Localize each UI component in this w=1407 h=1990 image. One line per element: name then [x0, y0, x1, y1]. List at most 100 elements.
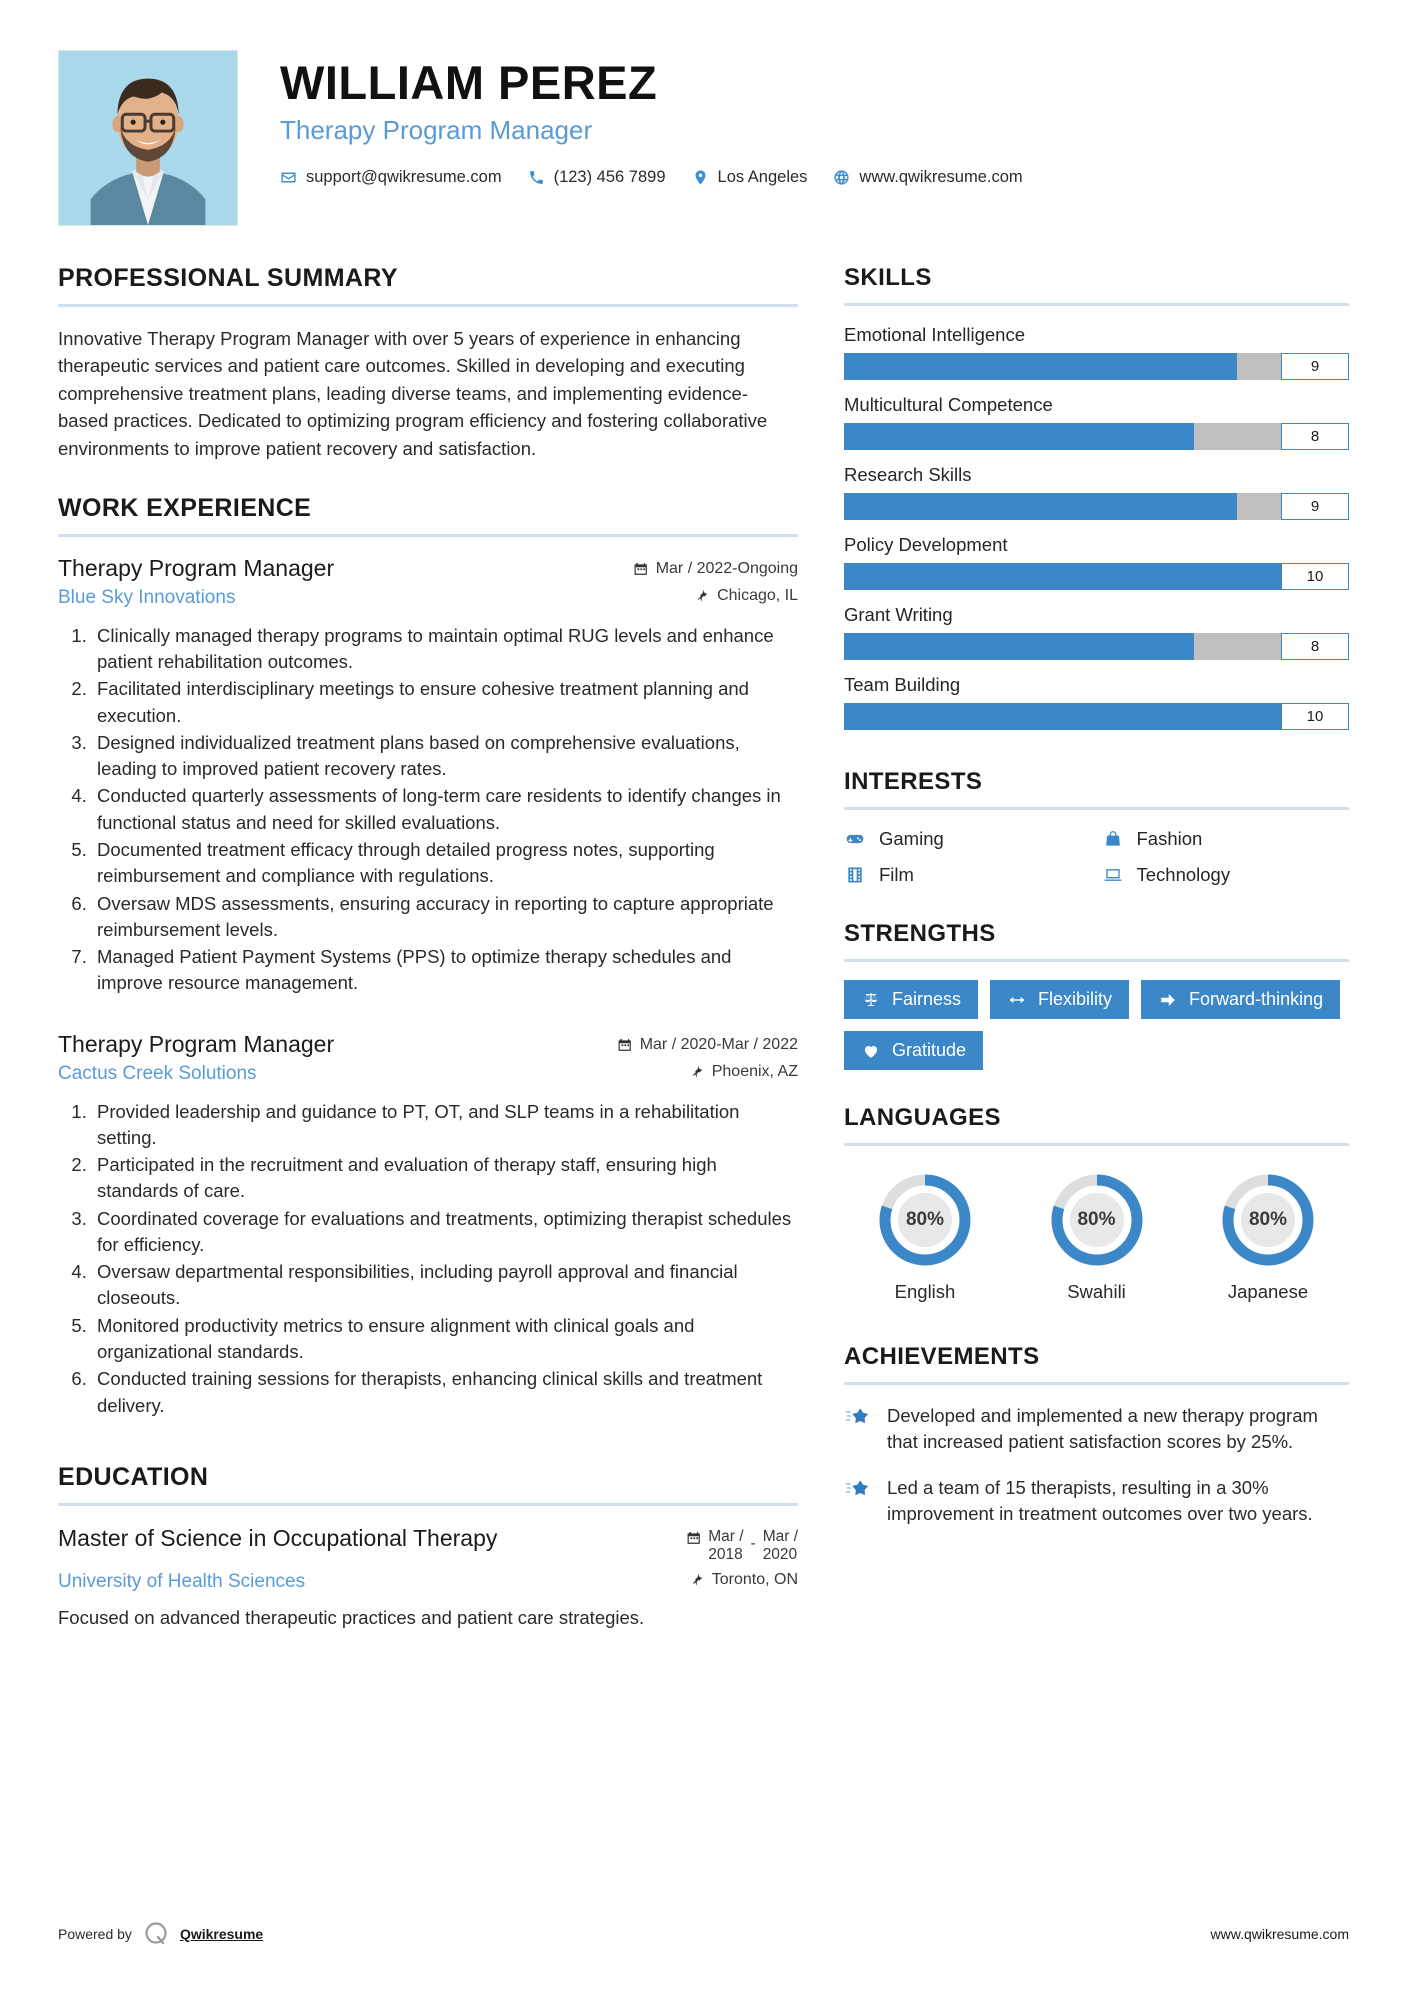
section-divider — [844, 1382, 1349, 1385]
job-location-text: Phoenix, AZ — [711, 1062, 798, 1080]
left-column: PROFESSIONAL SUMMARY Innovative Therapy … — [58, 264, 798, 1664]
skill-fill — [844, 423, 1194, 450]
job-role: Therapy Program Manager — [58, 554, 335, 581]
languages-list: 80% English 80% Swa — [844, 1164, 1349, 1303]
strength-label: Gratitude — [892, 1040, 967, 1060]
contact-phone[interactable]: (123) 456 7899 — [528, 168, 666, 187]
contact-email[interactable]: support@qwikresume.com — [280, 168, 502, 187]
star-badge-icon — [844, 1403, 872, 1429]
job-bullet-list: Clinically managed therapy programs to m… — [92, 623, 798, 997]
skill-bar-row: 8 — [844, 423, 1349, 450]
section-divider — [58, 533, 798, 537]
section-title-strengths: STRENGTHS — [844, 920, 996, 947]
strength-chip: Fairness — [844, 980, 979, 1019]
powered-by-label: Powered by — [58, 1926, 132, 1942]
language-name: Swahili — [1067, 1281, 1126, 1302]
contact-phone-text: (123) 456 7899 — [553, 168, 666, 187]
arrow-right-icon — [1158, 991, 1178, 1009]
skill-item: Research Skills 9 — [844, 464, 1349, 520]
job-bullet: Monitored productivity metrics to ensure… — [92, 1313, 798, 1366]
education-date-end-month: Mar / — [762, 1527, 798, 1545]
section-title-achievements: ACHIEVEMENTS — [844, 1343, 1040, 1370]
section-interests: INTERESTS Gaming Fashion — [844, 768, 1349, 886]
header-text-block: WILLIAM PEREZ Therapy Program Manager su… — [280, 50, 1347, 187]
work-experience-entry: Therapy Program Manager Mar / 2022-Ongoi… — [58, 555, 798, 997]
arrows-horizontal-icon — [1007, 991, 1027, 1009]
language-name: English — [894, 1281, 956, 1302]
interest-label: Gaming — [879, 828, 944, 849]
skill-value: 9 — [1281, 493, 1349, 520]
globe-icon — [833, 169, 850, 186]
job-bullet: Provided leadership and guidance to PT, … — [92, 1099, 798, 1152]
section-divider — [844, 303, 1349, 306]
contact-location-text: Los Angeles — [717, 168, 808, 187]
qwikresume-brand-link[interactable]: Qwikresume — [179, 1926, 264, 1942]
education-header: Master of Science in Occupational Therap… — [58, 1524, 798, 1565]
skill-bar-row: 10 — [844, 703, 1349, 730]
interest-item: Film — [844, 864, 1092, 886]
strength-label: Forward-thinking — [1189, 989, 1324, 1009]
section-professional-summary: PROFESSIONAL SUMMARY Innovative Therapy … — [58, 264, 798, 462]
pushpin-icon — [690, 1573, 704, 1587]
skill-track — [844, 703, 1281, 730]
job-company: Blue Sky Innovations — [58, 586, 236, 608]
language-percent: 80% — [1077, 1209, 1116, 1230]
skill-fill — [844, 563, 1281, 590]
education-date-start: Mar / 2018 — [708, 1528, 743, 1565]
footer-website[interactable]: www.qwikresume.com — [1210, 1926, 1349, 1942]
section-divider — [844, 959, 1349, 962]
job-subheader: Cactus Creek Solutions Phoenix, AZ — [58, 1063, 798, 1085]
job-bullet: Conducted training sessions for therapis… — [92, 1366, 798, 1419]
resume-header: WILLIAM PEREZ Therapy Program Manager su… — [0, 0, 1407, 226]
strength-chip: Flexibility — [990, 980, 1130, 1019]
job-bullet: Coordinated coverage for evaluations and… — [92, 1206, 798, 1259]
interest-label: Film — [879, 864, 914, 885]
skill-fill — [844, 703, 1281, 730]
education-dates: Mar / 2018 - Mar / 2020 — [687, 1524, 798, 1565]
job-dates: Mar / 2020-Mar / 2022 — [618, 1036, 798, 1054]
skill-name: Team Building — [844, 674, 961, 695]
section-divider — [844, 807, 1349, 810]
job-subheader: Blue Sky Innovations Chicago, IL — [58, 587, 798, 609]
qwikresume-logo-icon — [142, 1920, 170, 1948]
skill-track — [844, 493, 1281, 520]
language-item: 80% Japanese — [1193, 1170, 1343, 1303]
skill-name: Research Skills — [844, 464, 972, 485]
job-dates-text: Mar / 2022-Ongoing — [655, 559, 798, 577]
interest-item: Technology — [1102, 864, 1350, 886]
contact-email-text: support@qwikresume.com — [306, 168, 502, 187]
skill-track — [844, 633, 1281, 660]
heart-icon — [861, 1042, 881, 1060]
skill-value: 9 — [1281, 353, 1349, 380]
strength-chip: Forward-thinking — [1141, 980, 1341, 1019]
section-languages: LANGUAGES 80% English — [844, 1104, 1349, 1303]
job-bullet: Participated in the recruitment and eval… — [92, 1152, 798, 1205]
section-divider — [58, 304, 798, 307]
profile-photo — [58, 50, 238, 226]
skill-name: Emotional Intelligence — [844, 324, 1025, 345]
skill-bar-row: 9 — [844, 493, 1349, 520]
language-name: Japanese — [1227, 1281, 1309, 1302]
skill-value: 10 — [1281, 563, 1349, 590]
contact-row: support@qwikresume.com (123) 456 7899 Lo… — [280, 168, 1347, 187]
achievement-item: Led a team of 15 therapists, resulting i… — [844, 1475, 1349, 1527]
pushpin-icon — [695, 589, 709, 603]
scales-icon — [861, 991, 881, 1009]
skill-bar-row: 10 — [844, 563, 1349, 590]
skill-bar-row: 8 — [844, 633, 1349, 660]
contact-website[interactable]: www.qwikresume.com — [833, 168, 1023, 187]
contact-location: Los Angeles — [692, 168, 808, 187]
pushpin-icon — [690, 1065, 704, 1079]
education-degree: Master of Science in Occupational Therap… — [58, 1524, 498, 1551]
education-date-end: Mar / 2020 — [763, 1528, 798, 1565]
strength-chip: Gratitude — [844, 1031, 984, 1070]
interest-label: Technology — [1136, 864, 1231, 885]
job-bullet: Oversaw MDS assessments, ensuring accura… — [92, 891, 798, 944]
skill-item: Grant Writing 8 — [844, 604, 1349, 660]
education-date-end-year: 2020 — [762, 1546, 798, 1564]
section-title-professional-summary: PROFESSIONAL SUMMARY — [58, 264, 398, 292]
skill-track — [844, 423, 1281, 450]
section-divider — [844, 1143, 1349, 1146]
skill-bar-row: 9 — [844, 353, 1349, 380]
